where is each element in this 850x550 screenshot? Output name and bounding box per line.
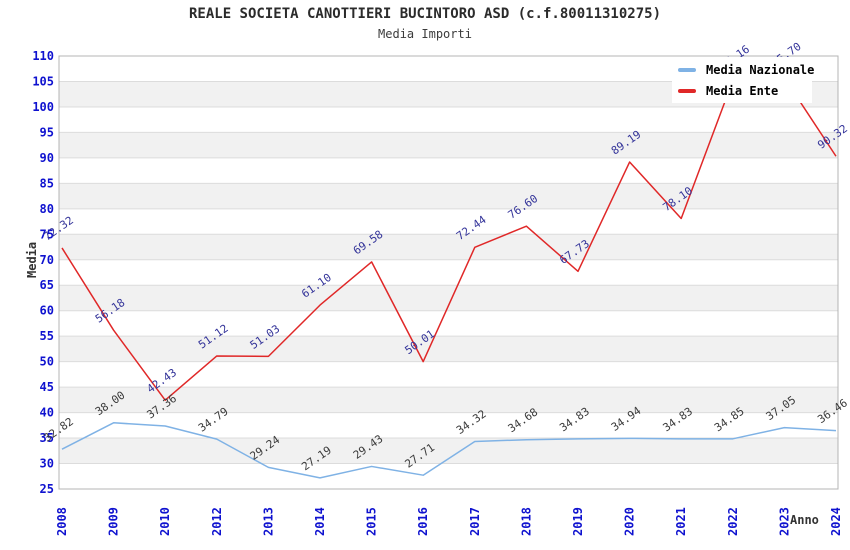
- legend-label: Media Ente: [706, 83, 779, 98]
- y-tick-label: 55: [40, 329, 54, 343]
- x-tick-label: 2012: [210, 507, 224, 536]
- series-line-media-ente: [61, 77, 837, 401]
- chart-legend: Media Nazionale Media Ente: [672, 57, 815, 103]
- y-tick-label: 65: [40, 278, 54, 292]
- x-tick-label: 2016: [416, 507, 430, 536]
- y-tick-label: 45: [40, 380, 54, 394]
- x-tick-label: 2018: [519, 507, 533, 536]
- y-tick-label: 75: [40, 227, 54, 241]
- plot-band: [59, 132, 838, 158]
- legend-swatch-red-line-icon: [678, 88, 696, 93]
- y-tick-label: 25: [40, 482, 54, 496]
- x-tick-label: 2017: [468, 507, 482, 536]
- plot-band: [59, 183, 838, 209]
- x-tick-label: 2022: [726, 507, 740, 536]
- x-tick-label: 2020: [623, 507, 637, 536]
- x-tick-label: 2019: [571, 507, 585, 536]
- x-tick-label: 2010: [158, 507, 172, 536]
- x-tick-label: 2013: [261, 507, 275, 536]
- plot-band: [59, 438, 838, 464]
- y-tick-label: 100: [32, 100, 54, 114]
- legend-label: Media Nazionale: [706, 62, 815, 77]
- y-tick-label: 70: [40, 253, 54, 267]
- y-tick-label: 80: [40, 202, 54, 216]
- plot-band: [59, 234, 838, 260]
- plot-border: [58, 55, 839, 490]
- x-tick-label: 2009: [107, 507, 121, 536]
- y-tick-label: 60: [40, 304, 54, 318]
- x-tick-label: 2008: [55, 507, 69, 536]
- y-tick-label: 50: [40, 355, 54, 369]
- y-axis-title: Media: [25, 242, 39, 278]
- legend-swatch-blue-line-icon: [678, 67, 696, 72]
- plot-band: [59, 387, 838, 413]
- x-tick-label: 2021: [674, 507, 688, 536]
- series-line-media-nazionale: [61, 422, 837, 479]
- y-tick-label: 110: [32, 49, 54, 63]
- chart-title: REALE SOCIETA CANOTTIERI BUCINTORO ASD (…: [188, 6, 661, 22]
- y-tick-label: 105: [32, 74, 54, 88]
- plot-band: [59, 336, 838, 362]
- y-tick-label: 90: [40, 151, 54, 165]
- x-tick-label: 2014: [313, 507, 327, 536]
- y-tick-label: 85: [40, 176, 54, 190]
- x-tick-label: 2015: [365, 507, 379, 536]
- x-tick-label: 2023: [777, 507, 791, 536]
- y-tick-label: 40: [40, 406, 54, 420]
- y-tick-label: 30: [40, 457, 54, 471]
- legend-item-media-nazionale[interactable]: Media Nazionale: [678, 62, 815, 77]
- x-tick-label: 2024: [829, 507, 843, 536]
- chart-subtitle: Media Importi: [378, 27, 472, 41]
- y-tick-label: 35: [40, 431, 54, 445]
- legend-item-media-ente[interactable]: Media Ente: [678, 84, 812, 98]
- y-tick-label: 95: [40, 125, 54, 139]
- x-axis-title: Anno: [790, 513, 819, 527]
